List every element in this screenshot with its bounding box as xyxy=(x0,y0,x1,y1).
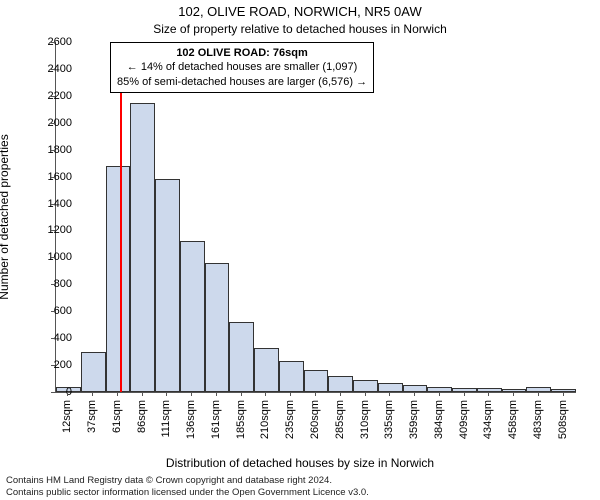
x-tick-label: 61sqm xyxy=(111,400,123,433)
y-tick-mark xyxy=(51,311,55,312)
x-tick-label: 260sqm xyxy=(309,400,321,439)
footer-line-2: Contains public sector information licen… xyxy=(6,487,369,498)
histogram-bar xyxy=(205,263,230,392)
plot-area xyxy=(55,42,576,393)
footer-attribution: Contains HM Land Registry data © Crown c… xyxy=(6,475,369,498)
x-tick-mark xyxy=(340,392,341,396)
y-tick-mark xyxy=(51,204,55,205)
title-main: 102, OLIVE ROAD, NORWICH, NR5 0AW xyxy=(0,4,600,19)
x-tick-label: 210sqm xyxy=(259,400,271,439)
property-marker-line xyxy=(120,42,122,392)
x-tick-mark xyxy=(241,392,242,396)
histogram-bar xyxy=(452,388,477,392)
x-tick-mark xyxy=(563,392,564,396)
histogram-bar xyxy=(526,387,551,392)
y-tick-mark xyxy=(51,365,55,366)
y-tick-mark xyxy=(51,338,55,339)
histogram-bar xyxy=(130,103,155,392)
x-tick-label: 285sqm xyxy=(334,400,346,439)
x-axis-label: Distribution of detached houses by size … xyxy=(0,456,600,470)
histogram-bar xyxy=(106,166,131,392)
x-tick-label: 483sqm xyxy=(532,400,544,439)
x-tick-mark xyxy=(389,392,390,396)
x-tick-mark xyxy=(488,392,489,396)
x-tick-label: 335sqm xyxy=(383,400,395,439)
x-tick-label: 359sqm xyxy=(408,400,420,439)
x-tick-mark xyxy=(290,392,291,396)
histogram-bar xyxy=(304,370,329,392)
y-tick-mark xyxy=(51,257,55,258)
x-tick-label: 136sqm xyxy=(185,400,197,439)
x-tick-mark xyxy=(365,392,366,396)
x-tick-label: 310sqm xyxy=(359,400,371,439)
histogram-bar xyxy=(81,352,106,392)
y-tick-mark xyxy=(51,230,55,231)
x-tick-label: 161sqm xyxy=(210,400,222,439)
x-tick-label: 111sqm xyxy=(160,400,172,438)
x-tick-label: 384sqm xyxy=(433,400,445,439)
x-tick-mark xyxy=(464,392,465,396)
y-tick-mark xyxy=(51,150,55,151)
x-tick-label: 508sqm xyxy=(557,400,569,439)
y-axis-label: Number of detached properties xyxy=(0,134,11,299)
y-tick-mark xyxy=(51,392,55,393)
x-tick-mark xyxy=(439,392,440,396)
x-tick-mark xyxy=(166,392,167,396)
x-tick-mark xyxy=(117,392,118,396)
x-tick-label: 434sqm xyxy=(482,400,494,439)
x-tick-mark xyxy=(92,392,93,396)
x-tick-mark xyxy=(414,392,415,396)
annotation-title: 102 OLIVE ROAD: 76sqm xyxy=(117,46,367,60)
y-tick-mark xyxy=(51,177,55,178)
histogram-bar xyxy=(155,179,180,392)
x-tick-mark xyxy=(67,392,68,396)
x-tick-label: 185sqm xyxy=(235,400,247,439)
x-tick-label: 86sqm xyxy=(136,400,148,433)
x-tick-label: 409sqm xyxy=(458,400,470,439)
x-tick-mark xyxy=(538,392,539,396)
y-tick-mark xyxy=(51,69,55,70)
x-tick-label: 458sqm xyxy=(507,400,519,439)
x-tick-mark xyxy=(513,392,514,396)
x-tick-label: 37sqm xyxy=(86,400,98,433)
annotation-line-3: 85% of semi-detached houses are larger (… xyxy=(117,75,367,89)
histogram-bar xyxy=(254,348,279,392)
annotation-line-2: ← 14% of detached houses are smaller (1,… xyxy=(117,60,367,74)
histogram-bar xyxy=(328,376,353,392)
histogram-bar xyxy=(353,380,378,392)
histogram-bar xyxy=(551,389,576,392)
histogram-bar xyxy=(427,387,452,392)
annotation-box: 102 OLIVE ROAD: 76sqm← 14% of detached h… xyxy=(110,42,374,93)
histogram-bar xyxy=(378,383,403,392)
chart-root: 102, OLIVE ROAD, NORWICH, NR5 0AW Size o… xyxy=(0,0,600,500)
y-tick-mark xyxy=(51,123,55,124)
x-tick-label: 235sqm xyxy=(284,400,296,439)
histogram-bar xyxy=(229,322,254,392)
y-tick-mark xyxy=(51,42,55,43)
x-tick-mark xyxy=(265,392,266,396)
y-tick-mark xyxy=(51,284,55,285)
histogram-bar xyxy=(180,241,205,392)
x-tick-mark xyxy=(216,392,217,396)
x-tick-mark xyxy=(315,392,316,396)
x-tick-mark xyxy=(142,392,143,396)
footer-line-1: Contains HM Land Registry data © Crown c… xyxy=(6,475,369,486)
x-tick-label: 12sqm xyxy=(61,400,73,433)
histogram-bar xyxy=(279,361,304,392)
x-tick-mark xyxy=(191,392,192,396)
histogram-bar xyxy=(403,385,428,392)
title-sub: Size of property relative to detached ho… xyxy=(0,22,600,36)
y-tick-mark xyxy=(51,96,55,97)
